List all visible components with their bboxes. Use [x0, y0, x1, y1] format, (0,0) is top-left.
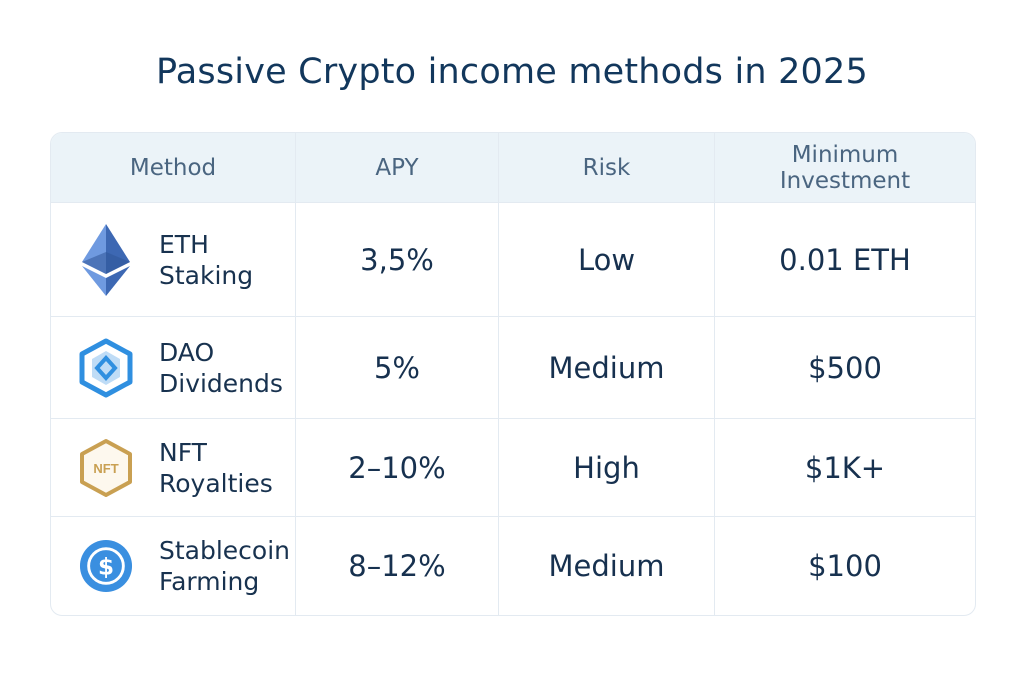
- method-name-line2: Farming: [159, 567, 260, 596]
- apy-value: 2–10%: [296, 419, 499, 517]
- method-name-line2: Royalties: [159, 468, 273, 498]
- svg-text:$: $: [98, 555, 114, 581]
- apy-value: 8–12%: [296, 517, 499, 615]
- method-name: ETH Staking: [159, 229, 253, 291]
- dollar-coin-icon: $: [79, 536, 133, 596]
- dao-hexagon-icon: [79, 338, 133, 398]
- header-apy: APY: [296, 133, 499, 203]
- minimum-investment-value: 0.01 ETH: [715, 203, 975, 317]
- header-minimum-investment-label: Minimum Investment: [779, 141, 911, 194]
- risk-value: Medium: [499, 317, 715, 419]
- header-minimum-investment: Minimum Investment: [715, 133, 975, 203]
- method-name-line1: NFT: [159, 437, 207, 467]
- table-row-method: ETH Staking: [51, 203, 296, 317]
- method-name: Stablecoin Farming: [159, 535, 290, 597]
- table-row-method: NFT NFT Royalties: [51, 419, 296, 517]
- apy-value: 5%: [296, 317, 499, 419]
- method-name: DAO Dividends: [159, 337, 283, 399]
- risk-value: Low: [499, 203, 715, 317]
- nft-icon-label: NFT: [93, 461, 118, 476]
- method-name-line1: Stablecoin: [159, 536, 291, 565]
- minimum-investment-value: $100: [808, 549, 882, 583]
- method-name-line1: ETH: [159, 229, 209, 259]
- method-name-line2: Staking: [159, 260, 254, 290]
- ethereum-icon: [79, 223, 133, 296]
- method-name: NFT Royalties: [159, 437, 273, 499]
- method-name-line1: DAO: [159, 337, 215, 367]
- minimum-investment-value: $500: [715, 317, 975, 419]
- comparison-table: Method APY Risk Minimum Investment ETH S…: [50, 132, 976, 616]
- header-method: Method: [51, 133, 296, 203]
- risk-value: Medium: [499, 517, 715, 615]
- apy-value: 3,5%: [296, 203, 499, 317]
- table-row-method: $ Stablecoin Farming: [51, 517, 296, 615]
- risk-value: High: [499, 419, 715, 517]
- nft-hexagon-icon: NFT: [79, 438, 133, 498]
- table-row-method: DAO Dividends: [51, 317, 296, 419]
- page-title: Passive Crypto income methods in 2025: [156, 52, 868, 92]
- minimum-investment-value: $1K+: [715, 419, 975, 517]
- header-risk: Risk: [499, 133, 715, 203]
- method-name-line2: Dividends: [159, 368, 283, 398]
